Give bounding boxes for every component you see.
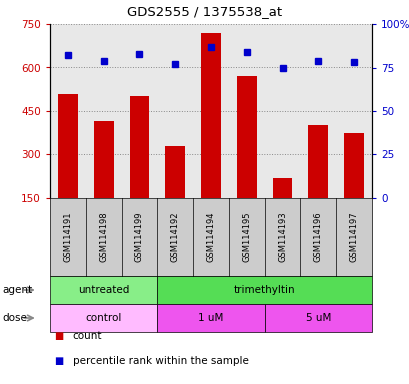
Text: ■: ■ [54,356,63,366]
Bar [236,76,256,198]
Text: GSM114194: GSM114194 [206,212,215,262]
Text: dose: dose [2,313,27,323]
Bar [308,126,327,198]
Text: GSM114193: GSM114193 [277,212,286,262]
Bar [58,94,78,198]
Text: 5 uM: 5 uM [305,313,330,323]
Text: GSM114195: GSM114195 [242,212,251,262]
Bar [272,178,292,198]
Text: GSM114198: GSM114198 [99,212,108,262]
Text: GSM114191: GSM114191 [63,212,72,262]
Text: control: control [85,313,121,323]
Text: untreated: untreated [78,285,129,295]
Bar [129,96,149,198]
Text: trimethyltin: trimethyltin [233,285,295,295]
Text: percentile rank within the sample: percentile rank within the sample [72,356,248,366]
Text: count: count [72,331,102,341]
Text: GSM114197: GSM114197 [349,212,358,262]
Bar [201,33,220,198]
Bar [165,146,184,198]
Text: GDS2555 / 1375538_at: GDS2555 / 1375538_at [127,5,282,18]
Text: GSM114196: GSM114196 [313,212,322,262]
Text: GSM114192: GSM114192 [170,212,179,262]
Text: GSM114199: GSM114199 [135,212,144,262]
Text: ■: ■ [54,331,63,341]
Text: agent: agent [2,285,32,295]
Text: 1 uM: 1 uM [198,313,223,323]
Bar [94,121,113,198]
Bar [344,133,363,198]
